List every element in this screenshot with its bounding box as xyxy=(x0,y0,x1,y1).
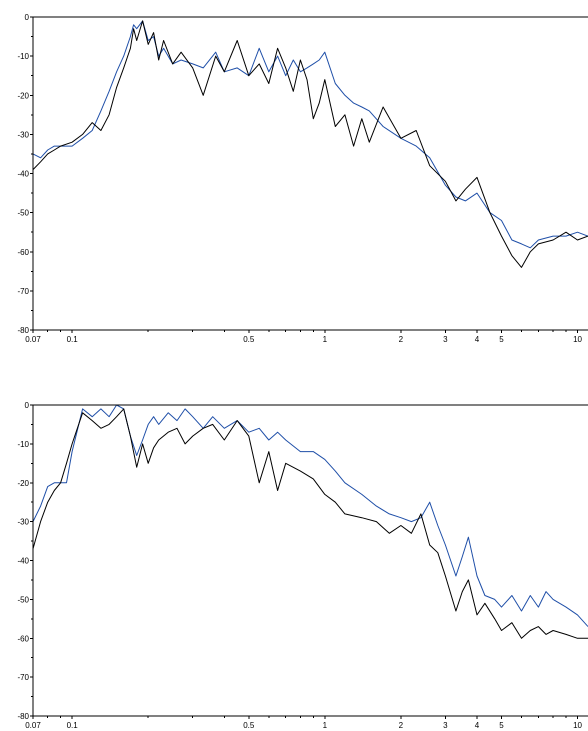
x-tick-label: 4 xyxy=(475,335,480,344)
series-line-blue xyxy=(32,20,588,249)
y-tick-label: -80 xyxy=(17,712,29,721)
y-tick-label: -20 xyxy=(17,479,29,488)
y-tick-label: -60 xyxy=(17,248,29,257)
y-tick-label: -50 xyxy=(17,595,29,604)
y-tick-label: -30 xyxy=(17,130,29,139)
y-tick-label: -80 xyxy=(17,326,29,335)
x-tick-label: 0.5 xyxy=(243,335,255,344)
y-tick-label: -20 xyxy=(17,91,29,100)
x-tick-label: 0.5 xyxy=(243,721,255,730)
x-tick-label: 0.07 xyxy=(25,721,41,730)
y-tick-label: -70 xyxy=(17,673,29,682)
chart-top: 0 -10 -20 -30 -40 -50 -60 -70 -800.07 0.1 0.5 1 2 3 4 5… xyxy=(17,13,588,344)
x-tick-label: 3 xyxy=(443,721,448,730)
series-line-black xyxy=(32,408,588,639)
y-tick-label: -50 xyxy=(17,209,29,218)
x-tick-label: 5 xyxy=(499,335,504,344)
y-tick-label: -70 xyxy=(17,287,29,296)
x-tick-label: 0.1 xyxy=(67,335,79,344)
series-line-black xyxy=(32,20,588,268)
y-tick-label: 0 xyxy=(25,401,30,410)
y-tick-label: -40 xyxy=(17,557,29,566)
chart-bottom: 0 -10 -20 -30 -40 -50 -60 -70 -800.07 0.1 0.5 1 2 3 4 5… xyxy=(17,401,588,730)
x-tick-label: 10 xyxy=(573,335,582,344)
x-tick-label: 0.07 xyxy=(25,335,41,344)
y-tick-label: -10 xyxy=(17,52,29,61)
y-tick-label: -30 xyxy=(17,518,29,527)
x-tick-label: 4 xyxy=(475,721,480,730)
y-tick-label: -10 xyxy=(17,440,29,449)
y-tick-label: -60 xyxy=(17,634,29,643)
x-tick-label: 2 xyxy=(399,721,404,730)
y-tick-label: -40 xyxy=(17,170,29,179)
x-tick-label: 2 xyxy=(399,335,404,344)
series-line-blue xyxy=(32,404,588,627)
x-tick-label: 3 xyxy=(443,335,448,344)
x-tick-label: 1 xyxy=(323,721,328,730)
x-tick-label: 10 xyxy=(573,721,582,730)
x-tick-label: 5 xyxy=(499,721,504,730)
y-tick-label: 0 xyxy=(25,13,30,22)
x-tick-label: 1 xyxy=(323,335,328,344)
x-tick-label: 0.1 xyxy=(67,721,79,730)
